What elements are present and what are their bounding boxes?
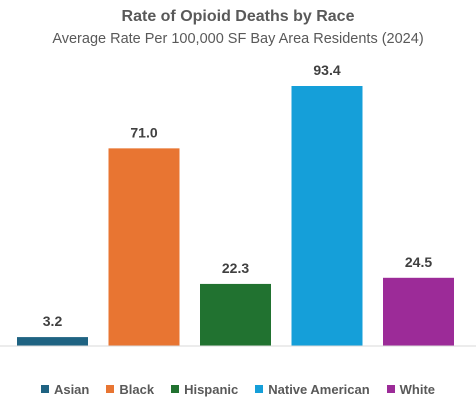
legend-label: Black (119, 381, 155, 397)
bar-black (108, 148, 180, 346)
chart-title: Rate of Opioid Deaths by Race (121, 8, 355, 25)
legend-swatch (255, 385, 264, 393)
legend-item-black: Black (106, 382, 154, 397)
value-label-white: 24.5 (405, 254, 432, 270)
value-label-black: 71.0 (130, 124, 157, 140)
legend-swatch (386, 385, 395, 393)
value-label-asian: 3.2 (43, 313, 63, 329)
value-label-hispanic: 22.3 (222, 260, 249, 276)
bar-asian (17, 337, 88, 346)
legend-item-native-american: Native American (255, 381, 370, 397)
legend-swatch (171, 385, 180, 393)
bars-group (17, 86, 454, 346)
legend-swatch (40, 385, 49, 393)
legend-item-hispanic: Hispanic (171, 382, 238, 397)
legend-swatch (106, 385, 115, 393)
chart-subtitle: Average Rate Per 100,000 SF Bay Area Res… (52, 31, 424, 47)
value-labels-group: 3.2 71.0 22.3 93.4 24.5 (43, 62, 433, 329)
legend-label: Native American (268, 381, 370, 397)
legend-label: White (399, 381, 436, 397)
bar-hispanic (200, 283, 271, 346)
legend-item-asian: Asian (40, 381, 90, 397)
bar-native-american (291, 86, 363, 346)
legend: Asian Black Hispanic Native American White (0, 380, 476, 398)
legend-item-white: White (386, 381, 436, 397)
value-label-native-american: 93.4 (313, 62, 340, 78)
legend-label: Hispanic (184, 381, 239, 397)
bar-white (383, 277, 454, 346)
legend-label: Asian (53, 381, 90, 397)
